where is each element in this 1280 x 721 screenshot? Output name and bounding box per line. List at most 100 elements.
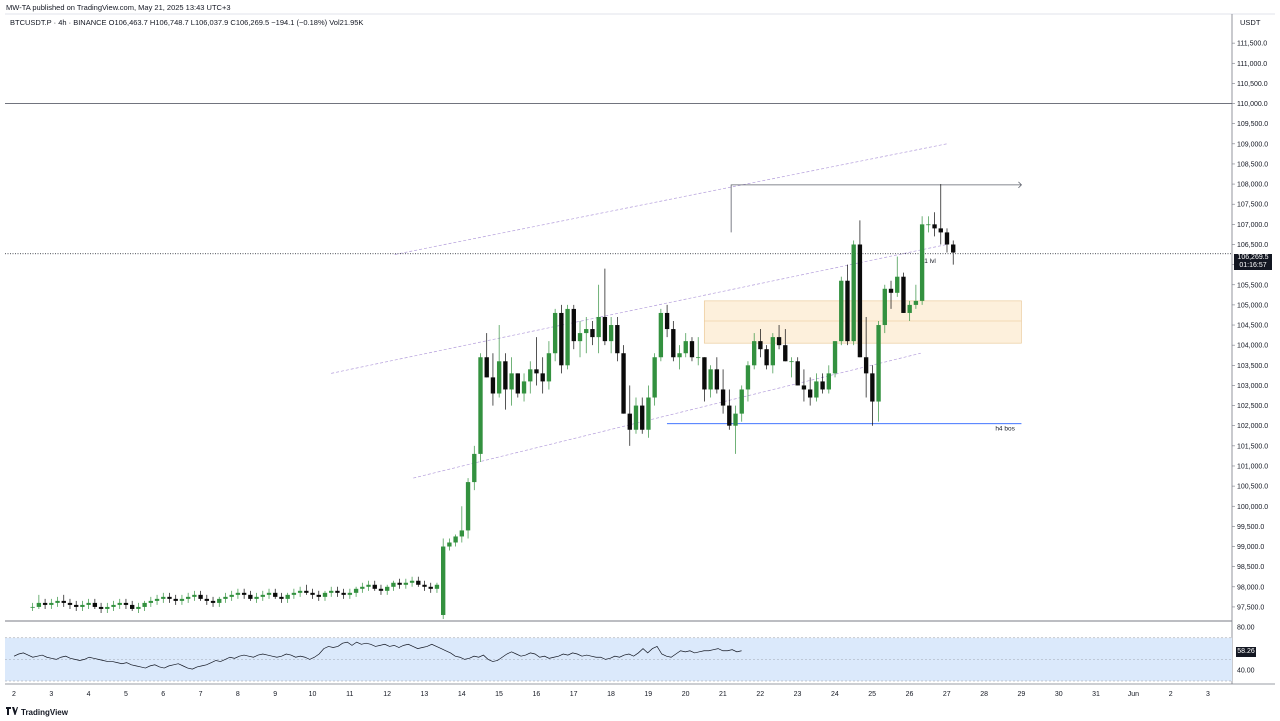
y-tick-label: 109,000.0 — [1237, 141, 1268, 148]
y-tick-label: 106,500.0 — [1237, 242, 1268, 249]
rsi-tick-label: 80.00 — [1237, 625, 1255, 632]
x-tick-label: 23 — [794, 691, 802, 698]
candle-body — [111, 604, 116, 607]
x-tick-label: 31 — [1092, 691, 1100, 698]
candle-body — [310, 592, 315, 595]
candle-body — [335, 590, 340, 593]
candle-body — [696, 357, 701, 359]
candle-body — [584, 329, 589, 334]
y-tick-label: 107,000.0 — [1237, 222, 1268, 229]
candle-body — [720, 389, 726, 406]
candle-body — [789, 361, 794, 363]
candle-body — [807, 389, 813, 398]
x-tick-label: 6 — [161, 691, 165, 698]
y-tick-label: 108,000.0 — [1237, 182, 1268, 189]
candle-body — [664, 312, 670, 330]
candle-body — [192, 594, 197, 597]
x-tick-label: 9 — [273, 691, 277, 698]
candle-body — [154, 598, 160, 601]
candle-body — [496, 361, 502, 394]
candle-body — [546, 353, 552, 382]
time-axis[interactable]: 2 3 4 5 6 7 8 9 10 11 12 13 14 15 16 17 18 19 20 21 22 23 24 25… — [12, 691, 1210, 698]
candle-body — [185, 596, 191, 599]
candle-body — [863, 357, 869, 374]
candle-body — [61, 600, 66, 603]
candle-body — [758, 341, 763, 350]
candle-body — [764, 349, 769, 366]
candle-body — [378, 588, 384, 591]
x-tick-label: 20 — [682, 691, 690, 698]
candle-body — [770, 337, 776, 366]
candle-body — [173, 598, 178, 601]
x-tick-label: 22 — [756, 691, 764, 698]
x-tick-label: 4 — [87, 691, 91, 698]
x-tick-label: 11 — [346, 691, 353, 698]
candle-body — [416, 580, 421, 585]
y-tick-label: 97,500.0 — [1237, 604, 1264, 611]
candle-body — [745, 365, 751, 390]
candle-body — [671, 329, 676, 358]
candle-body — [55, 600, 60, 603]
candle-body — [74, 604, 79, 607]
candle-body — [98, 606, 104, 609]
candle-body — [652, 357, 657, 398]
symbol-legend[interactable]: BTCUSDT.P · 4h · BINANCE O106,463.7 H106… — [10, 18, 364, 27]
candle-body — [428, 586, 433, 589]
candle-body — [552, 312, 558, 354]
candle-body — [129, 604, 135, 609]
candle-body — [49, 602, 54, 605]
y-tick-label: 109,500.0 — [1237, 121, 1268, 128]
x-tick-label: 8 — [236, 691, 240, 698]
x-tick-label: 28 — [980, 691, 988, 698]
candle-body — [658, 312, 664, 358]
price-channel — [331, 143, 947, 479]
price-axis[interactable]: 97,500.0 98,000.0 98,500.0 99,000.0 99,500.0… — [1232, 41, 1268, 612]
candle-body — [845, 280, 850, 342]
candle-body — [30, 606, 35, 608]
candle-body — [291, 592, 297, 595]
level-label: d1 lvl — [921, 258, 937, 265]
candle-body — [702, 357, 707, 390]
candle-body — [882, 288, 887, 326]
x-tick-label: 10 — [309, 691, 317, 698]
x-tick-label: 25 — [868, 691, 876, 698]
candle-body — [360, 586, 365, 589]
candle-body — [783, 345, 788, 362]
y-tick-label: 104,000.0 — [1237, 343, 1268, 350]
candle-body — [795, 361, 800, 386]
channel-line — [394, 143, 947, 255]
candle-body — [901, 276, 906, 313]
candle-body — [515, 373, 520, 394]
candle-body — [409, 580, 415, 583]
y-tick-label: 111,500.0 — [1237, 41, 1267, 48]
y-tick-label: 98,000.0 — [1237, 584, 1264, 591]
currency-label[interactable]: USDT — [1240, 18, 1261, 27]
candle-body — [888, 288, 894, 293]
candle-body — [559, 312, 564, 366]
candle-body — [440, 546, 446, 615]
candle-body — [490, 377, 496, 394]
x-tick-label: 2 — [1169, 691, 1173, 698]
candle-body — [926, 224, 931, 226]
candle-body — [266, 592, 272, 595]
candle-body — [870, 373, 875, 402]
candle-body — [944, 232, 950, 245]
target-line — [730, 184, 1022, 233]
candle-body — [204, 598, 209, 601]
candle-body — [832, 341, 838, 374]
candle-body — [254, 596, 259, 599]
candle-body — [596, 316, 601, 338]
x-tick-label: 3 — [49, 691, 53, 698]
candle-body — [385, 586, 390, 591]
x-tick-label: 24 — [831, 691, 839, 698]
candle-body — [347, 592, 353, 595]
candle-body — [689, 341, 695, 358]
candle-body — [478, 357, 483, 454]
candle-body — [80, 604, 85, 607]
tradingview-logo[interactable]: TradingView — [6, 707, 68, 717]
rsi-tick-label: 40.00 — [1237, 668, 1255, 675]
candle-body — [229, 594, 234, 597]
candle-body — [92, 602, 98, 607]
candle-body — [876, 325, 881, 402]
